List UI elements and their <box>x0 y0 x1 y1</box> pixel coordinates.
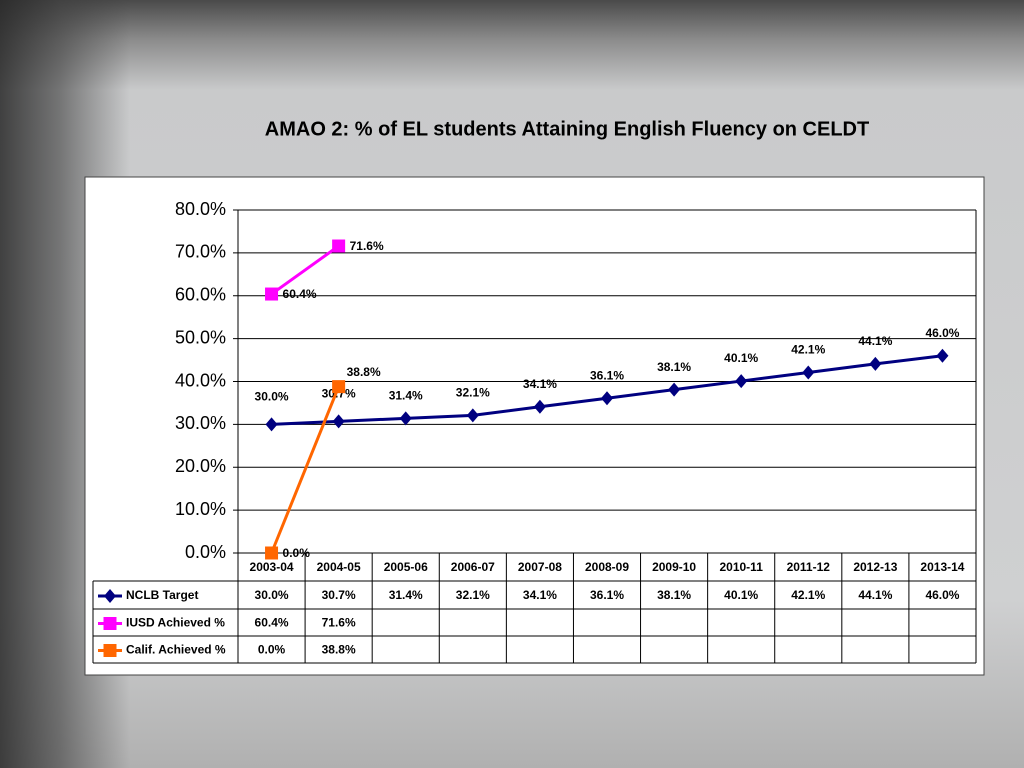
y-tick-label: 20.0% <box>175 456 226 476</box>
table-cell: 30.7% <box>322 588 356 602</box>
table-cell: 46.0% <box>925 588 959 602</box>
data-point <box>869 356 882 371</box>
data-label: 34.1% <box>523 377 557 391</box>
y-tick-label: 70.0% <box>175 242 226 262</box>
y-tick-label: 40.0% <box>175 370 226 390</box>
data-label: 40.1% <box>724 351 758 365</box>
x-tick-label: 2011-12 <box>787 560 831 574</box>
x-tick-label: 2003-04 <box>250 560 294 574</box>
y-tick-label: 0.0% <box>185 542 226 562</box>
table-cell: 60.4% <box>255 616 289 630</box>
table-cell: 0.0% <box>258 643 286 657</box>
y-tick-label: 50.0% <box>175 327 226 347</box>
chart-title: AMAO 2: % of EL students Attaining Engli… <box>265 118 869 140</box>
table-cell: 34.1% <box>523 588 557 602</box>
data-point <box>668 382 681 397</box>
table-cell: 71.6% <box>322 616 356 630</box>
data-point <box>332 414 345 429</box>
x-tick-label: 2005-06 <box>384 560 428 574</box>
data-label: 30.0% <box>255 390 289 404</box>
series-line <box>270 244 340 296</box>
data-label: 38.1% <box>657 360 691 374</box>
table-cell: 30.0% <box>255 588 289 602</box>
y-tick-label: 30.0% <box>175 413 226 433</box>
table-cell: 38.8% <box>322 643 356 657</box>
data-label: 31.4% <box>389 389 423 403</box>
data-point <box>265 546 279 560</box>
data-label: 71.6% <box>350 239 384 253</box>
data-label: 0.0% <box>283 546 311 560</box>
data-point <box>533 399 546 414</box>
y-tick-label: 80.0% <box>175 199 226 219</box>
data-label: 46.0% <box>925 326 959 340</box>
data-point <box>936 348 949 363</box>
y-tick-label: 60.0% <box>175 285 226 305</box>
table-cell: 31.4% <box>389 588 423 602</box>
data-point <box>601 391 613 406</box>
x-tick-label: 2012-13 <box>853 560 897 574</box>
legend-label: Calif. Achieved % <box>126 643 226 657</box>
x-tick-label: 2008-09 <box>585 560 629 574</box>
data-label: 32.1% <box>456 386 490 400</box>
data-point <box>802 365 815 380</box>
x-tick-label: 2010-11 <box>719 560 763 574</box>
data-point <box>332 380 346 394</box>
x-tick-label: 2006-07 <box>451 560 495 574</box>
data-point <box>399 411 412 426</box>
y-tick-label: 10.0% <box>175 499 226 519</box>
x-tick-label: 2009-10 <box>652 560 696 574</box>
legend-marker <box>103 617 117 630</box>
data-label: 36.1% <box>590 368 624 382</box>
data-label: 42.1% <box>791 343 825 357</box>
legend-marker <box>103 644 117 657</box>
data-label: 44.1% <box>858 334 892 348</box>
table-cell: 32.1% <box>456 588 490 602</box>
table-cell: 42.1% <box>791 588 825 602</box>
data-point <box>265 287 279 301</box>
x-tick-label: 2013-14 <box>920 560 964 574</box>
x-tick-label: 2007-08 <box>518 560 562 574</box>
table-cell: 40.1% <box>724 588 758 602</box>
table-cell: 44.1% <box>858 588 892 602</box>
chart-box <box>84 176 985 676</box>
legend-marker <box>104 589 116 603</box>
data-point <box>466 408 479 423</box>
data-label: 60.4% <box>283 287 317 301</box>
data-label: 30.7% <box>322 387 356 401</box>
table-cell: 36.1% <box>590 588 624 602</box>
data-point <box>265 417 278 432</box>
table-cell: 38.1% <box>657 588 691 602</box>
series-line <box>270 386 341 554</box>
x-tick-label: 2004-05 <box>317 560 361 574</box>
data-point <box>735 374 748 389</box>
data-point <box>332 239 346 253</box>
legend-label: NCLB Target <box>126 588 198 602</box>
data-label: 38.8% <box>347 365 381 379</box>
legend-label: IUSD Achieved % <box>126 616 225 630</box>
